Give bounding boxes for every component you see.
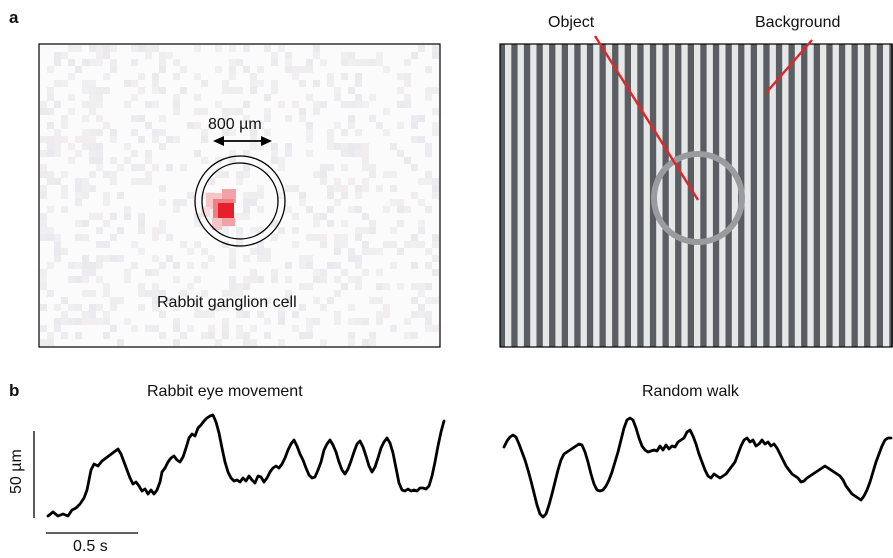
background-pointer bbox=[765, 39, 813, 94]
object-ring bbox=[651, 151, 745, 245]
panel-b-letter: b bbox=[9, 381, 20, 400]
light-stripe bbox=[681, 44, 688, 347]
light-stripe bbox=[883, 44, 890, 347]
object-label: Object bbox=[548, 14, 595, 31]
light-stripe bbox=[845, 44, 852, 347]
scale-label: 800 µm bbox=[208, 116, 262, 133]
light-stripe bbox=[568, 44, 575, 347]
light-stripe bbox=[593, 44, 600, 347]
scale-arrow bbox=[213, 136, 272, 146]
object-pointer bbox=[593, 35, 700, 201]
light-stripe bbox=[782, 44, 789, 347]
light-stripe bbox=[555, 44, 562, 347]
receptive-field-caption: Rabbit ganglion cell bbox=[157, 294, 297, 311]
light-stripe bbox=[530, 44, 537, 347]
light-stripe bbox=[706, 44, 713, 347]
light-stripe bbox=[694, 44, 701, 347]
light-stripe bbox=[643, 44, 650, 347]
receptive-field-hotspot bbox=[201, 189, 236, 230]
light-stripe bbox=[807, 44, 814, 347]
inner-circle bbox=[201, 162, 279, 240]
light-stripe bbox=[656, 44, 663, 347]
background-label: Background bbox=[755, 14, 841, 31]
light-stripe bbox=[542, 44, 550, 347]
eye-movement-trace bbox=[46, 413, 446, 518]
light-stripe bbox=[757, 44, 764, 347]
right-trace-title: Random walk bbox=[642, 383, 739, 400]
light-stripe bbox=[605, 44, 613, 347]
stripe-stimulus bbox=[499, 35, 893, 348]
light-stripe bbox=[832, 44, 839, 347]
light-stripe bbox=[857, 44, 865, 347]
light-stripe bbox=[580, 44, 587, 347]
light-stripe bbox=[719, 44, 726, 347]
light-stripe bbox=[668, 44, 676, 347]
light-stripe bbox=[618, 44, 625, 347]
light-stripe bbox=[769, 44, 776, 347]
horizontal-scale-label: 0.5 s bbox=[73, 538, 108, 555]
light-stripe bbox=[870, 44, 877, 347]
light-stripe bbox=[505, 44, 512, 347]
outer-circle bbox=[194, 155, 286, 247]
light-stripe bbox=[744, 44, 751, 347]
light-stripes bbox=[505, 44, 890, 347]
pixel-noise bbox=[40, 45, 439, 346]
light-stripe bbox=[631, 44, 638, 347]
random-walk-trace bbox=[502, 416, 893, 519]
light-stripe bbox=[517, 44, 524, 347]
stimulus-frame bbox=[499, 43, 893, 348]
light-stripe bbox=[731, 44, 739, 347]
vertical-scale-label: 50 µm bbox=[8, 449, 25, 494]
panel-a-letter: a bbox=[9, 8, 19, 27]
left-trace-title: Rabbit eye movement bbox=[147, 383, 303, 400]
light-stripe bbox=[794, 44, 802, 347]
light-stripe bbox=[820, 44, 827, 347]
receptive-field-map bbox=[38, 43, 441, 348]
